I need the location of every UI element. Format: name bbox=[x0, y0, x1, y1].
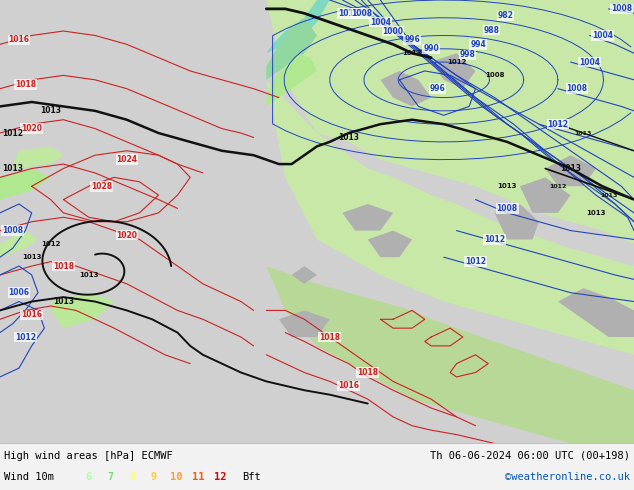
Text: 1012: 1012 bbox=[547, 120, 569, 129]
Polygon shape bbox=[0, 0, 266, 443]
Text: 1013: 1013 bbox=[600, 193, 618, 197]
Text: Th 06-06-2024 06:00 UTC (00+198): Th 06-06-2024 06:00 UTC (00+198) bbox=[430, 451, 630, 461]
Text: 1000: 1000 bbox=[382, 26, 404, 36]
Polygon shape bbox=[0, 169, 51, 199]
Polygon shape bbox=[51, 293, 114, 328]
Text: 1013: 1013 bbox=[22, 254, 41, 260]
Text: 996: 996 bbox=[404, 35, 420, 45]
Text: 1013: 1013 bbox=[40, 106, 61, 115]
Text: 1013: 1013 bbox=[338, 133, 359, 142]
Text: 1018: 1018 bbox=[15, 80, 36, 89]
Text: Bft: Bft bbox=[242, 472, 261, 482]
Text: 6: 6 bbox=[85, 472, 91, 482]
Text: 1013: 1013 bbox=[403, 50, 422, 56]
Text: Wind 10m: Wind 10m bbox=[4, 472, 54, 482]
Text: 1012: 1012 bbox=[484, 235, 505, 244]
Text: 1016: 1016 bbox=[21, 310, 42, 319]
Polygon shape bbox=[266, 53, 317, 106]
Polygon shape bbox=[279, 311, 330, 337]
Polygon shape bbox=[292, 266, 317, 284]
Text: 9: 9 bbox=[151, 472, 157, 482]
Polygon shape bbox=[431, 53, 476, 89]
Text: 1008: 1008 bbox=[2, 226, 23, 235]
Polygon shape bbox=[520, 177, 571, 213]
Text: 988: 988 bbox=[484, 25, 500, 35]
Polygon shape bbox=[368, 231, 412, 257]
Text: 1013: 1013 bbox=[560, 164, 581, 173]
Text: ©weatheronline.co.uk: ©weatheronline.co.uk bbox=[505, 472, 630, 482]
Text: 1013: 1013 bbox=[498, 183, 517, 189]
Text: 1004: 1004 bbox=[579, 58, 600, 67]
Text: High wind areas [hPa] ECMWF: High wind areas [hPa] ECMWF bbox=[4, 451, 172, 461]
Text: 1016: 1016 bbox=[338, 381, 359, 391]
Polygon shape bbox=[266, 0, 634, 244]
Text: 1028: 1028 bbox=[91, 182, 112, 191]
Text: 1013: 1013 bbox=[574, 130, 592, 136]
Text: 982: 982 bbox=[498, 11, 514, 21]
Polygon shape bbox=[266, 266, 634, 443]
Polygon shape bbox=[0, 231, 38, 257]
Text: 1020: 1020 bbox=[116, 230, 138, 240]
Text: 12: 12 bbox=[214, 472, 226, 482]
Text: 1006: 1006 bbox=[8, 288, 30, 297]
Polygon shape bbox=[13, 147, 63, 169]
Text: 1013: 1013 bbox=[586, 210, 605, 216]
Text: 1004: 1004 bbox=[592, 31, 613, 40]
Polygon shape bbox=[495, 204, 539, 240]
Text: 1012: 1012 bbox=[447, 59, 466, 65]
Text: 1018: 1018 bbox=[319, 333, 340, 342]
Text: 1018: 1018 bbox=[53, 262, 74, 270]
Text: 1008: 1008 bbox=[566, 84, 588, 93]
Text: 1012: 1012 bbox=[15, 333, 36, 342]
Text: 1013: 1013 bbox=[2, 164, 23, 173]
Text: 8: 8 bbox=[129, 472, 135, 482]
Polygon shape bbox=[266, 18, 317, 80]
Text: 1013: 1013 bbox=[53, 297, 74, 306]
Polygon shape bbox=[266, 0, 634, 443]
Text: 998: 998 bbox=[460, 50, 476, 59]
Text: 1013: 1013 bbox=[79, 272, 98, 278]
Text: 1016: 1016 bbox=[338, 9, 359, 18]
Polygon shape bbox=[266, 0, 330, 53]
Text: 1012: 1012 bbox=[2, 128, 23, 138]
Text: 1004: 1004 bbox=[370, 18, 391, 26]
Polygon shape bbox=[558, 288, 634, 337]
Text: 1018: 1018 bbox=[357, 368, 378, 377]
Text: 1012: 1012 bbox=[465, 257, 486, 266]
Polygon shape bbox=[266, 80, 634, 355]
Text: 1008: 1008 bbox=[611, 4, 632, 13]
Text: 11: 11 bbox=[191, 472, 204, 482]
Text: 1020: 1020 bbox=[21, 124, 42, 133]
Text: 10: 10 bbox=[170, 472, 182, 482]
Text: 1024: 1024 bbox=[116, 155, 138, 164]
Text: 990: 990 bbox=[424, 44, 439, 53]
Text: 996: 996 bbox=[430, 84, 445, 93]
Text: 1008: 1008 bbox=[485, 73, 504, 78]
Text: 1008: 1008 bbox=[351, 9, 372, 18]
Polygon shape bbox=[380, 71, 431, 106]
Polygon shape bbox=[342, 204, 393, 231]
Text: 1012: 1012 bbox=[41, 241, 60, 247]
Text: 1012: 1012 bbox=[549, 184, 567, 189]
Text: 1008: 1008 bbox=[496, 204, 518, 213]
Text: 7: 7 bbox=[107, 472, 113, 482]
Text: 994: 994 bbox=[470, 40, 486, 49]
Text: 1016: 1016 bbox=[8, 35, 30, 45]
Polygon shape bbox=[545, 155, 596, 186]
